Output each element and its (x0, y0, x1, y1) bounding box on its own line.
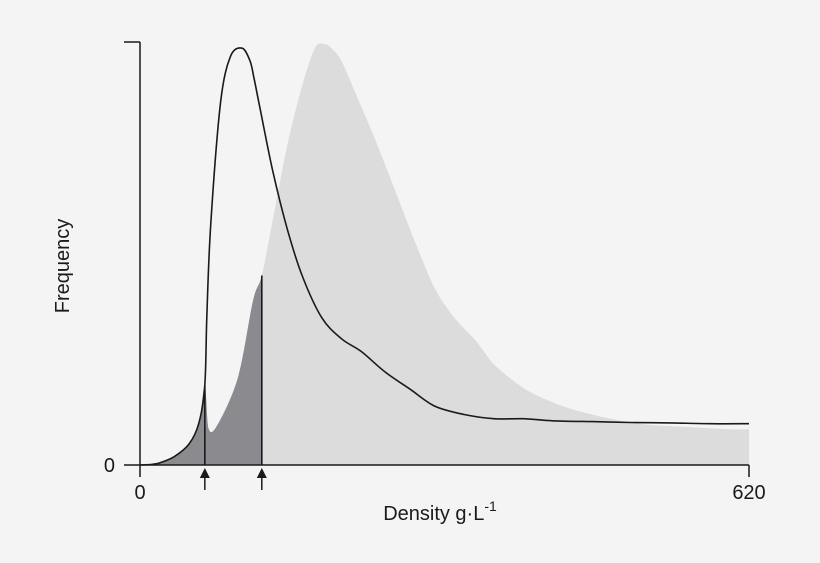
y-tick-label-zero: 0 (104, 455, 115, 477)
x-axis-title-main: Density g·L (383, 503, 484, 525)
x-tick-label-max: 620 (732, 482, 765, 504)
series-line (139, 47, 750, 466)
x-axis-title: Density g·L-1 (383, 498, 497, 525)
light-area-layer (140, 43, 749, 466)
x-tick-label-min: 0 (134, 482, 145, 504)
dark-area (140, 275, 262, 465)
light-area (140, 43, 749, 466)
y-axis-title: Frequency (52, 219, 74, 314)
x-axis-title-superscript: -1 (484, 498, 497, 514)
axes-layer (124, 41, 750, 477)
line-layer (139, 47, 750, 466)
markers-layer (199, 468, 267, 490)
marker-arrow-head-1 (199, 468, 210, 478)
marker-arrow-head-2 (256, 468, 267, 478)
dark-area-layer (140, 275, 263, 465)
